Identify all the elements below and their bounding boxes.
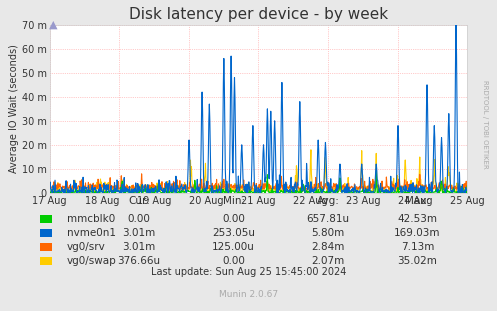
Text: 169.03m: 169.03m (394, 228, 441, 238)
Text: 3.01m: 3.01m (123, 242, 156, 252)
Text: Cur:: Cur: (128, 196, 150, 206)
Text: Last update: Sun Aug 25 15:45:00 2024: Last update: Sun Aug 25 15:45:00 2024 (151, 267, 346, 277)
Text: 657.81u: 657.81u (307, 214, 349, 224)
Text: vg0/srv: vg0/srv (67, 242, 106, 252)
Text: ▲: ▲ (49, 20, 58, 30)
Text: 376.66u: 376.66u (118, 256, 161, 266)
Text: 3.01m: 3.01m (123, 228, 156, 238)
Text: 0.00: 0.00 (128, 214, 151, 224)
Text: RRDTOOL / TOBI OETIKER: RRDTOOL / TOBI OETIKER (482, 80, 488, 169)
Text: Avg:: Avg: (317, 196, 339, 206)
Text: nvme0n1: nvme0n1 (67, 228, 116, 238)
Text: vg0/swap: vg0/swap (67, 256, 117, 266)
Text: 35.02m: 35.02m (398, 256, 437, 266)
Text: 2.84m: 2.84m (311, 242, 345, 252)
Text: 2.07m: 2.07m (312, 256, 344, 266)
Text: mmcblk0: mmcblk0 (67, 214, 115, 224)
Text: Munin 2.0.67: Munin 2.0.67 (219, 290, 278, 299)
Title: Disk latency per device - by week: Disk latency per device - by week (129, 7, 388, 22)
Text: 42.53m: 42.53m (398, 214, 437, 224)
Text: 0.00: 0.00 (222, 256, 245, 266)
Text: 125.00u: 125.00u (212, 242, 255, 252)
Text: Max:: Max: (405, 196, 430, 206)
Text: 253.05u: 253.05u (212, 228, 255, 238)
Text: 7.13m: 7.13m (401, 242, 434, 252)
Text: 5.80m: 5.80m (312, 228, 344, 238)
Text: 0.00: 0.00 (222, 214, 245, 224)
Text: Min:: Min: (223, 196, 245, 206)
Y-axis label: Average IO Wait (seconds): Average IO Wait (seconds) (9, 44, 19, 173)
